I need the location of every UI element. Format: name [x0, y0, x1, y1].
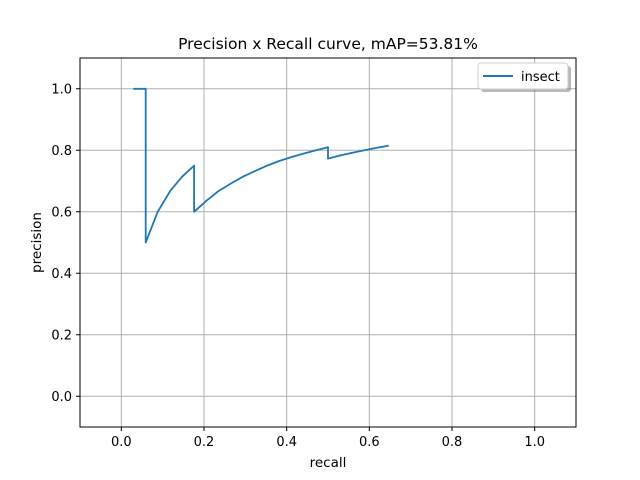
y-tick-label: 1.0	[51, 82, 72, 97]
x-tick-label: 1.0	[524, 435, 545, 450]
legend-label-insect: insect	[521, 70, 560, 85]
y-tick-label: 0.4	[51, 267, 72, 282]
y-tick-label: 0.0	[51, 390, 72, 405]
y-tick-label: 0.8	[51, 144, 72, 159]
x-tick-label: 0.6	[359, 435, 380, 450]
x-tick-label: 0.8	[442, 435, 463, 450]
x-tick-label: 0.2	[194, 435, 215, 450]
x-tick-label: 0.0	[111, 435, 132, 450]
series-line-insect	[133, 87, 389, 244]
y-tick-label: 0.6	[51, 205, 72, 220]
legend-box	[477, 62, 569, 90]
chart-title: Precision x Recall curve, mAP=53.81%	[178, 35, 478, 53]
ticks-layer: 0.0 0.2 0.4 0.6 0.8 1.0 0.0 0.2 0.4 0.6 0.8 1.0	[51, 82, 545, 450]
legend: insect	[477, 62, 571, 92]
plot-frame	[79, 57, 577, 428]
series-layer	[133, 87, 389, 244]
grid-layer	[80, 58, 576, 427]
y-tick-label: 0.2	[51, 328, 72, 343]
y-axis-label: precision	[29, 212, 45, 273]
x-axis-label: recall	[310, 455, 347, 471]
x-tick-label: 0.4	[276, 435, 297, 450]
